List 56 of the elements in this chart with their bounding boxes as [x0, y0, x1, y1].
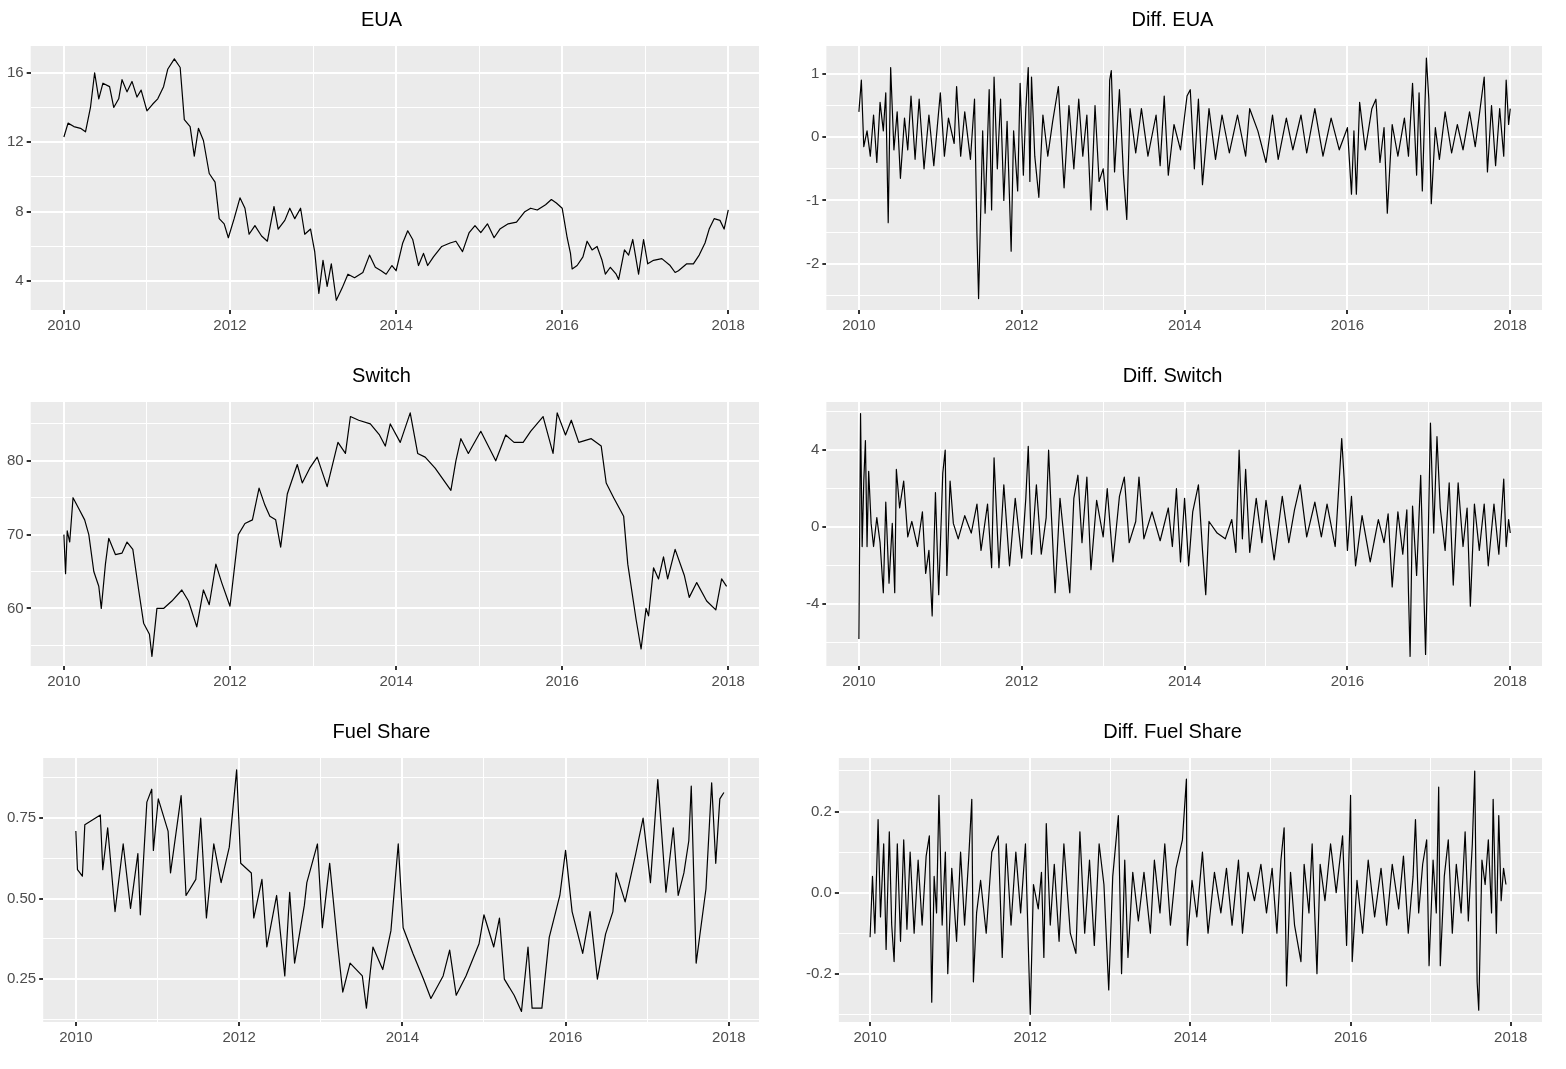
x-tick-label: 2010	[853, 1028, 887, 1046]
y-tick-label: 4	[15, 271, 24, 289]
x-tick-label: 2014	[1173, 1028, 1208, 1046]
chart-title: EUA	[360, 7, 403, 30]
y-tick-label: 16	[7, 62, 24, 80]
x-tick-label: 2016	[1330, 316, 1365, 334]
y-tick-label: 0.25	[6, 969, 37, 987]
x-tick-label: 2010	[842, 316, 876, 334]
x-tick-label: 2016	[548, 1028, 583, 1046]
x-tick-label: 2014	[385, 1028, 420, 1046]
y-tick-label: 60	[7, 598, 24, 616]
y-tick-label: 80	[7, 450, 24, 468]
y-tick-label: -1	[805, 190, 820, 208]
chart-title: Switch	[352, 363, 411, 386]
x-tick-label: 2016	[545, 316, 579, 334]
x-tick-label: 2014	[379, 672, 413, 690]
x-tick-label: 2018	[711, 316, 745, 334]
y-tick-label: 0.0	[810, 882, 832, 900]
y-tick-label: 12	[7, 132, 24, 150]
x-tick-label: 2018	[1493, 316, 1527, 334]
x-tick-label: 2012	[1005, 672, 1039, 690]
x-tick-label: 2016	[1333, 1028, 1368, 1046]
chart-title: Fuel Share	[332, 719, 431, 742]
x-tick-label: 2018	[1494, 1028, 1528, 1046]
y-tick-label: 1	[810, 64, 820, 81]
y-tick-label: 0.2	[810, 801, 832, 819]
x-tick-label: 2016	[545, 672, 579, 690]
y-tick-label: 0	[810, 127, 820, 145]
y-tick-label: 0	[810, 517, 820, 535]
x-tick-label: 2014	[1167, 316, 1202, 334]
y-tick-label: 4	[810, 440, 820, 458]
x-tick-label: 2018	[711, 672, 745, 690]
x-tick-label: 2010	[47, 672, 81, 690]
y-tick-label: 0.50	[6, 888, 37, 906]
x-tick-label: 2010	[47, 316, 81, 334]
x-tick-label: 2016	[1330, 672, 1365, 690]
x-tick-label: 2010	[59, 1028, 93, 1046]
chart-title: Diff. Switch	[1122, 363, 1223, 386]
x-tick-label: 2012	[1013, 1028, 1047, 1046]
x-tick-label: 2012	[222, 1028, 256, 1046]
y-tick-label: 0.75	[6, 808, 37, 826]
x-tick-label: 2014	[1167, 672, 1202, 690]
y-tick-label: -4	[805, 594, 820, 612]
x-tick-label: 2018	[712, 1028, 746, 1046]
y-tick-label: -0.2	[805, 963, 832, 981]
chart-title: Diff. Fuel Share	[1103, 719, 1242, 742]
x-tick-label: 2014	[379, 316, 413, 334]
x-tick-label: 2018	[1493, 672, 1527, 690]
y-tick-label: -2	[805, 253, 820, 271]
x-tick-label: 2012	[213, 316, 247, 334]
y-tick-label: 70	[7, 524, 24, 542]
x-tick-label: 2012	[1005, 316, 1039, 334]
y-tick-label: 8	[15, 201, 24, 219]
chart-title: Diff. EUA	[1131, 7, 1215, 30]
x-tick-label: 2012	[213, 672, 247, 690]
x-tick-label: 2010	[842, 672, 876, 690]
